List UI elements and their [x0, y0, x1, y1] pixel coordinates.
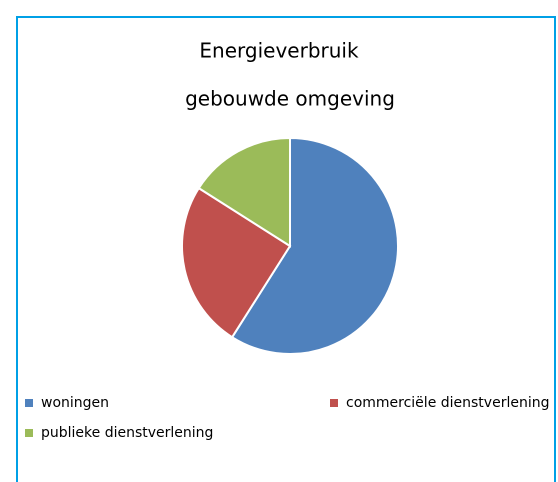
legend-label: commerciële dienstverlening: [346, 395, 549, 411]
pie-slice: [197, 136, 291, 248]
pie-slice: [181, 186, 292, 339]
legend-swatch: [330, 399, 338, 407]
chart-title: Energieverbruik: [199, 39, 359, 63]
legend-label: publieke dienstverlening: [41, 425, 213, 441]
chart-title: gebouwde omgeving: [185, 87, 395, 111]
legend-swatch: [25, 399, 33, 407]
frame: [16, 16, 556, 482]
pie-slice: [230, 136, 399, 355]
legend-label: woningen: [41, 395, 109, 411]
legend-swatch: [25, 429, 33, 437]
